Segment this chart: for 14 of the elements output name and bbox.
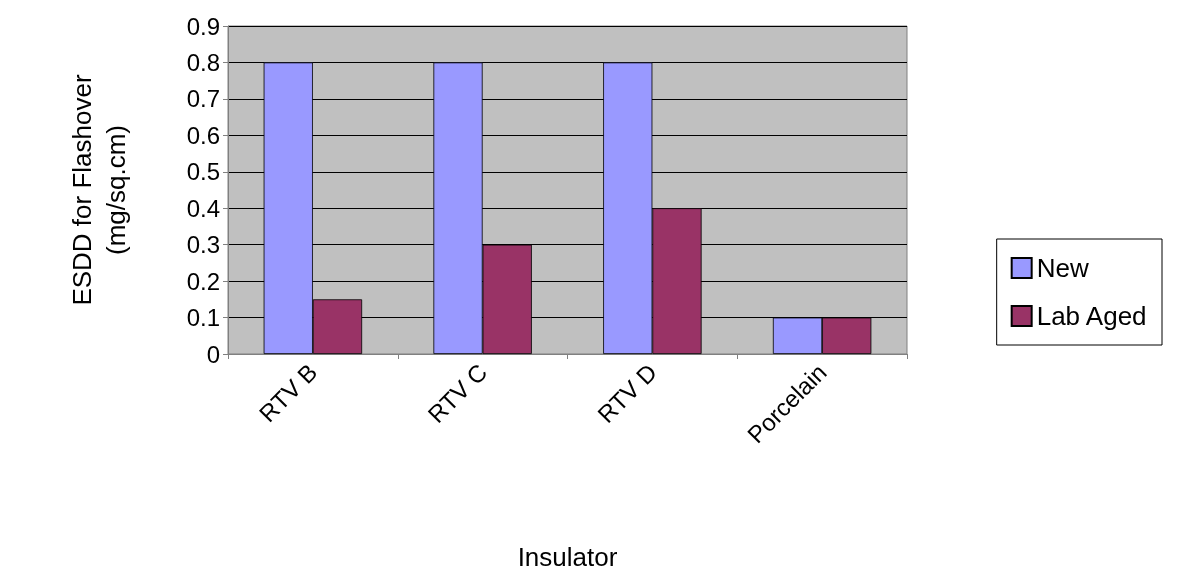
- y-tick-label: 0.7: [186, 85, 220, 113]
- y-tick-label: 0.6: [186, 121, 220, 149]
- y-tick-label: 0.4: [186, 194, 220, 222]
- legend-label: Lab Aged: [1036, 301, 1147, 331]
- x-axis-title: Insulator: [517, 542, 618, 572]
- y-axis-title: ESDD for Flashover (mg/sq.cm): [67, 74, 131, 306]
- y-tick-label: 0.2: [186, 267, 220, 295]
- y-tick-label: 0: [206, 340, 220, 368]
- legend-label: New: [1036, 253, 1089, 283]
- y-tick-label: 0.8: [186, 48, 220, 76]
- y-tick-label: 0.3: [186, 231, 220, 259]
- y-tick-label: 0.9: [186, 12, 220, 40]
- y-tick-label: 0.1: [186, 304, 220, 332]
- y-tick-label: 0.5: [186, 158, 220, 186]
